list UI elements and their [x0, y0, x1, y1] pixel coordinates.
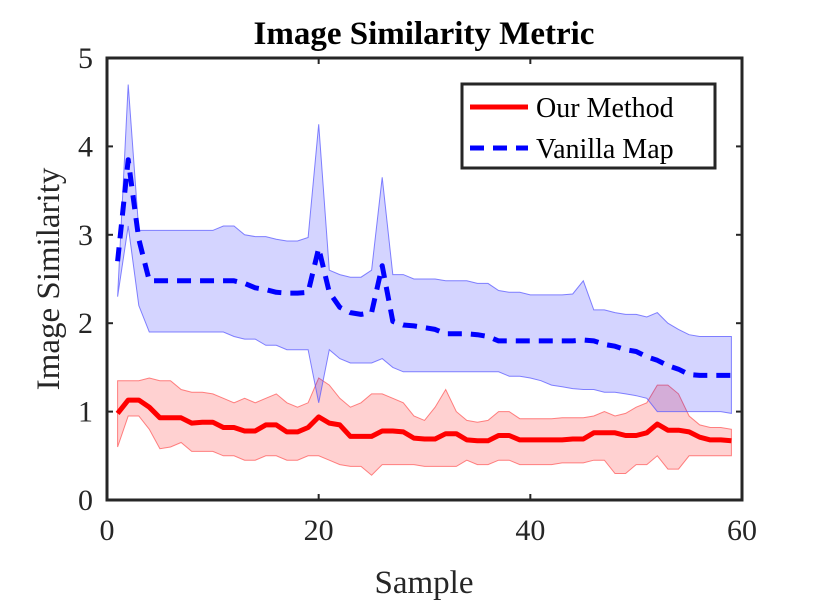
legend-label-our-method: Our Method — [536, 93, 674, 124]
y-tick-label: 4 — [78, 130, 93, 163]
y-tick-label: 3 — [78, 219, 93, 252]
x-tick-label: 20 — [304, 514, 334, 547]
legend-label-vanilla-map: Vanilla Map — [536, 134, 674, 165]
legend: Our Method Vanilla Map — [460, 82, 717, 170]
series-lines — [115, 157, 732, 444]
confidence-bands — [117, 84, 732, 476]
y-tick-label: 2 — [78, 307, 93, 340]
series-line-our-method — [115, 397, 732, 444]
axis-ticks: 0 20 40 60 0 1 2 3 4 5 — [78, 42, 757, 547]
y-tick-label: 0 — [78, 484, 93, 517]
x-axis-label: Sample — [375, 565, 474, 601]
y-tick-label: 1 — [78, 396, 93, 429]
legend-box — [460, 82, 717, 170]
y-axis-label: Image Similarity — [31, 167, 67, 390]
x-tick-label: 40 — [515, 514, 545, 547]
plot-area-frame — [105, 56, 744, 502]
chart-title: Image Similarity Metric — [254, 16, 595, 52]
x-tick-label: 0 — [100, 514, 115, 547]
y-tick-label: 5 — [78, 42, 93, 75]
band-vanilla-map — [117, 84, 732, 414]
band-our-method — [117, 377, 732, 476]
x-tick-label: 60 — [727, 514, 757, 547]
